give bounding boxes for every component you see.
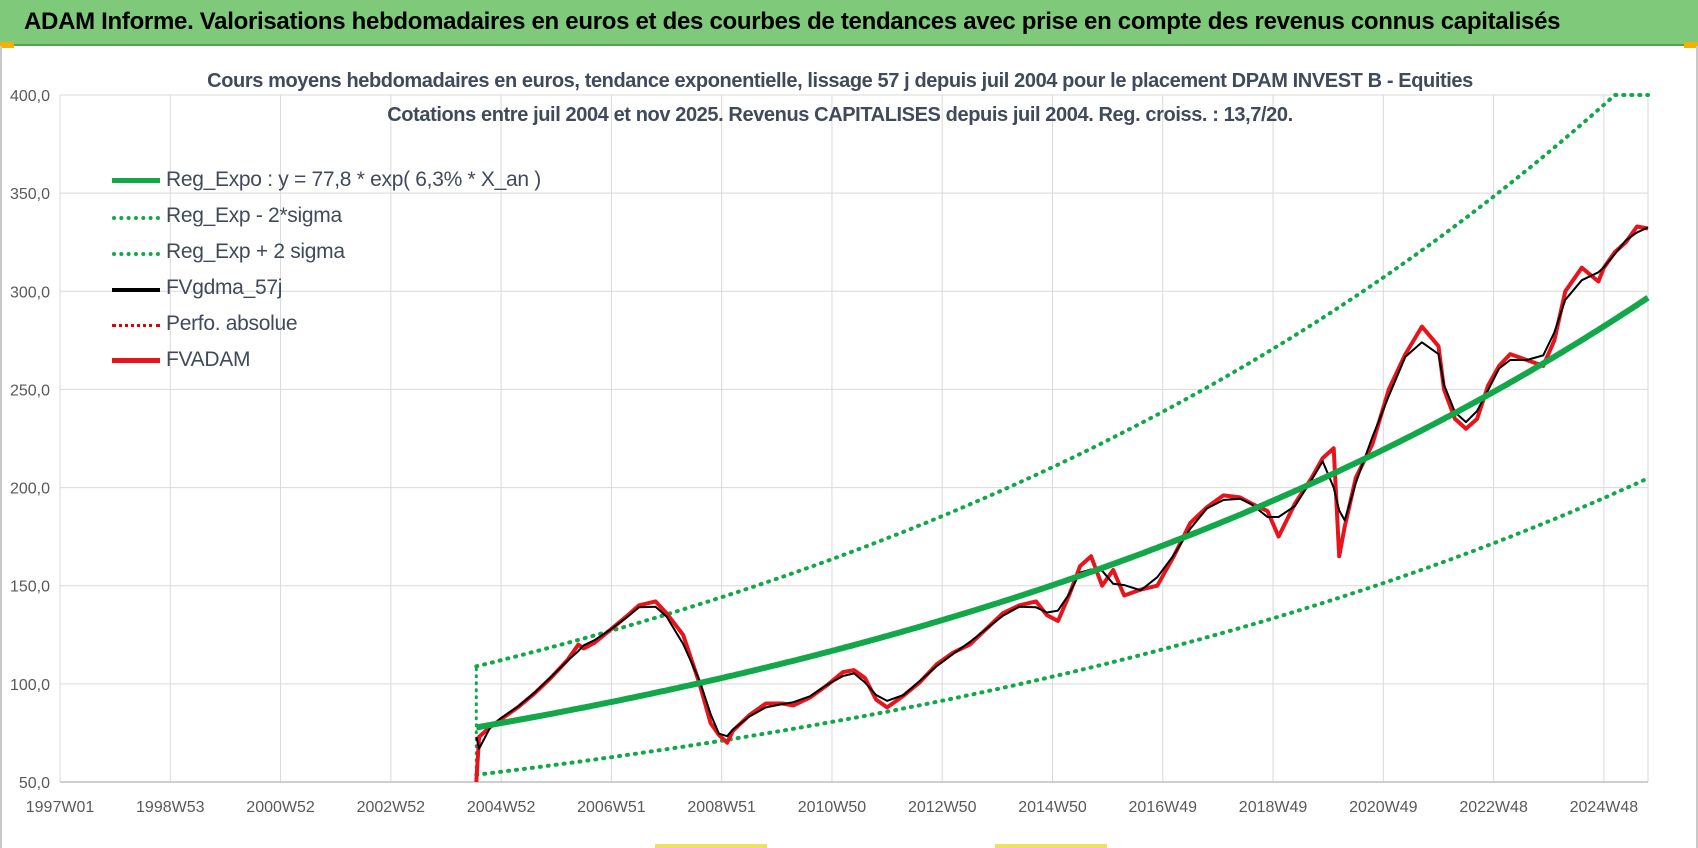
legend-label-reg-exp-minus: Reg_Exp - 2*sigma — [166, 204, 342, 227]
x-tick-label: 2022W48 — [1459, 799, 1528, 816]
legend-label-fvadam: FVADAM — [166, 348, 251, 371]
y-tick-label: 200,0 — [10, 481, 50, 498]
x-tick-label: 2014W50 — [1018, 799, 1087, 816]
legend-swatch-perfo — [112, 324, 160, 327]
chart-series — [474, 93, 1650, 783]
x-axis-labels: 1997W01 1998W53 2000W52 2002W52 2004W52 2006W… — [26, 799, 1638, 816]
corner-marker-left — [0, 42, 14, 48]
x-tick-label: 1997W01 — [26, 799, 95, 816]
y-tick-label: 150,0 — [10, 579, 50, 596]
x-tick-label: 2012W50 — [908, 799, 977, 816]
x-tick-label: 2002W52 — [357, 799, 426, 816]
legend-swatch-fvgdma — [112, 288, 160, 292]
x-tick-label: 2000W52 — [246, 799, 315, 816]
report-banner: ADAM Informe. Valorisations hebdomadaire… — [0, 0, 1698, 46]
series-reg-expo — [475, 295, 1650, 731]
legend-swatch-reg-expo — [112, 178, 160, 183]
chart-title: Cours moyens hebdomadaires en euros, ten… — [207, 70, 1473, 92]
bottom-marker-2 — [995, 844, 1107, 848]
series-fvgdma-57j — [475, 226, 1649, 750]
x-tick-label: 2008W51 — [687, 799, 756, 816]
legend-label-reg-expo: Reg_Expo : y = 77,8 * exp( 6,3% * X_an ) — [166, 168, 541, 191]
legend-label-perfo: Perfo. absolue — [166, 312, 298, 335]
x-tick-label: 2016W49 — [1129, 799, 1198, 816]
x-tick-label: 2018W49 — [1239, 799, 1308, 816]
legend-label-reg-exp-plus: Reg_Exp + 2 sigma — [166, 240, 345, 263]
chart-grid — [59, 94, 1649, 783]
x-tick-label: 2004W52 — [467, 799, 536, 816]
x-tick-label: 2010W50 — [798, 799, 867, 816]
series-reg-exp-minus-2sigma — [474, 476, 1650, 777]
legend-swatch-reg-exp-plus — [112, 252, 160, 256]
x-tick-label: 1998W53 — [136, 799, 205, 816]
y-tick-label: 250,0 — [10, 382, 50, 399]
series-fvadam — [474, 224, 1649, 783]
y-tick-label: 100,0 — [10, 677, 50, 694]
bottom-marker-1 — [655, 844, 767, 848]
x-tick-label: 2024W48 — [1570, 799, 1639, 816]
y-axis-labels: 50,0 100,0 150,0 200,0 250,0 300,0 350,0 400,0 — [10, 88, 50, 792]
legend-swatch-reg-exp-minus — [112, 216, 160, 220]
chart-subtitle: Cotations entre juil 2004 et nov 2025. R… — [387, 104, 1293, 126]
series-reg-exp-plus-2sigma — [474, 93, 1650, 669]
legend-swatch-fvadam — [112, 358, 160, 363]
chart-frame — [0, 46, 1698, 848]
y-tick-label: 50,0 — [19, 775, 50, 792]
y-tick-label: 350,0 — [10, 186, 50, 203]
legend-label-fvgdma: FVgdma_57j — [166, 276, 283, 299]
x-tick-label: 2006W51 — [577, 799, 646, 816]
report-title: ADAM Informe. Valorisations hebdomadaire… — [24, 8, 1561, 35]
corner-marker-right — [1684, 42, 1698, 48]
y-tick-label: 400,0 — [10, 88, 50, 105]
x-tick-label: 2020W49 — [1349, 799, 1418, 816]
y-tick-label: 300,0 — [10, 284, 50, 301]
